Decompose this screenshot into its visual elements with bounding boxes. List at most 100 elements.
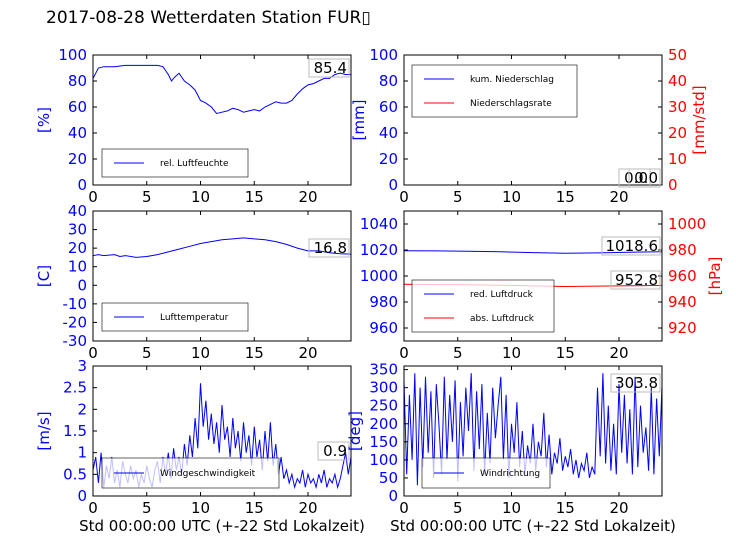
x-axis-label: Std 00:00:00 UTC (+-22 Std Lokalzeit) [79,517,365,535]
x-tick-label: 20 [298,499,317,517]
y-tick-label: 350 [369,361,398,379]
y-tick-label: 60 [379,98,398,116]
x-tick-label: 15 [556,344,575,362]
y-tick-label: 20 [379,150,398,168]
last-value-label: 85.4 [314,59,347,77]
x-tick-label: 0 [399,499,409,517]
last-value-label-2-box [628,168,661,188]
legend: red. Luftdruck abs. Luftdruck [411,279,555,333]
x-tick-label: 15 [245,188,264,206]
y-tick-label: 300 [369,379,398,397]
x-tick-label: 20 [609,499,628,517]
y2-tick-label: 960 [668,267,697,285]
x-tick-label: 10 [191,188,210,206]
chart-precipitation: 0 5 10 15 20 0 20 40 60 80 100 0 10 20 30 40 50 [mm] [mm/s… [350,46,708,206]
legend-label: Niederschlagsrate [470,99,552,109]
legend-label: rel. Luftfeuchte [160,159,229,169]
y-tick-label: 80 [68,72,87,90]
page-title: 2017-08-28 Wetterdaten Station FUR▯ [46,8,371,28]
y-tick-label: 20 [68,150,87,168]
y-tick-label: 0 [77,176,87,194]
y-tick-label: 1020 [360,241,398,259]
x-tick-label: 10 [191,344,210,362]
legend-box [411,64,578,118]
y-tick-label: 0.5 [63,465,87,483]
last-value-label: 16.8 [314,239,347,257]
y2-tick-label: 20 [668,124,687,142]
x-tick-label: 0 [399,344,409,362]
legend-label: abs. Luftdruck [470,314,535,324]
legend: Lufttemperatur [101,302,249,332]
y-tick-label: 250 [369,397,398,415]
y-tick-label: 2 [77,400,87,418]
x-tick-label: 20 [609,344,628,362]
y-tick-label: 60 [68,98,87,116]
y-tick-label: 3 [77,357,87,375]
y-tick-label: 20 [68,239,87,257]
y-axis-label: [m/s] [35,411,53,450]
chart-humidity: 0 5 10 15 20 0 20 40 60 80 100 [%] 85.4 rel. Luftfeuc… [35,46,352,206]
series-line-pressure-0 [404,250,662,254]
y-tick-label: 0 [388,176,398,194]
legend-label: Windgeschwindigkeit [160,469,256,479]
x-tick-label: 15 [556,188,575,206]
x-tick-label: 0 [88,188,98,206]
last-value-label: 303.8 [615,374,658,392]
y-axis-label: [deg] [346,411,364,451]
x-tick-label: 20 [298,344,317,362]
x-tick-label: 0 [399,188,409,206]
y-tick-label: 2.5 [63,379,87,397]
y-tick-label: 1040 [360,215,398,233]
y2-tick-label: 940 [668,293,697,311]
x-tick-label: 20 [298,188,317,206]
y2-tick-label: 50 [668,46,687,64]
legend: kum. Niederschlag Niederschlagsrate [411,64,578,118]
last-value-label: 0.0 [624,169,648,187]
legend: Windrichtung [421,457,551,489]
chart-pressure: 0 5 10 15 20 960 980 1000 1020 1040 920 940 960 980 10… [360,210,724,362]
y-tick-label: 40 [68,202,87,220]
legend: Windgeschwindigkeit [101,457,280,489]
y-tick-label: 0 [77,487,87,505]
plot-frame [92,54,352,186]
last-value-label-box [308,58,350,78]
x-tick-label: 10 [191,499,210,517]
y-tick-label: 80 [379,72,398,90]
last-value-label-box [308,238,350,258]
y2-axis-label: [hPa] [706,257,724,296]
y-axis-label: [mm] [350,100,368,141]
x-tick-label: 0 [88,499,98,517]
y-tick-label: 100 [58,46,87,64]
y2-tick-label: 920 [668,319,697,337]
x-axis-label: Std 00:00:00 UTC (+-22 Std Lokalzeit) [390,517,676,535]
y-tick-label: 40 [68,124,87,142]
x-tick-label: 15 [245,344,264,362]
plot-frame [403,365,663,497]
last-value-label-box [601,236,661,256]
legend-label: red. Luftdruck [470,290,534,300]
y-tick-label: -10 [63,295,88,313]
chart-temperature: 0 5 10 15 20-30-20-10010203040[C]16.8Lufttem… [35,202,352,362]
series-line-humidity-0 [93,64,351,115]
y-tick-label: 100 [369,46,398,64]
x-tick-label: 5 [453,188,463,206]
last-value-label-2-box [610,270,661,290]
y-tick-label: 980 [369,293,398,311]
y-tick-label: 150 [369,433,398,451]
y2-axis-label: [mm/std] [690,85,708,154]
y-tick-label: 960 [369,319,398,337]
y2-tick-label: 30 [668,98,687,116]
x-tick-label: 10 [502,188,521,206]
x-tick-label: 10 [502,344,521,362]
y-tick-label: 30 [68,221,87,239]
y2-tick-label: 980 [668,241,697,259]
y-tick-label: 10 [68,258,87,276]
x-tick-label: 5 [453,344,463,362]
legend-box [411,279,555,333]
y2-tick-label: 40 [668,72,687,90]
legend-label: Lufttemperatur [160,313,229,323]
